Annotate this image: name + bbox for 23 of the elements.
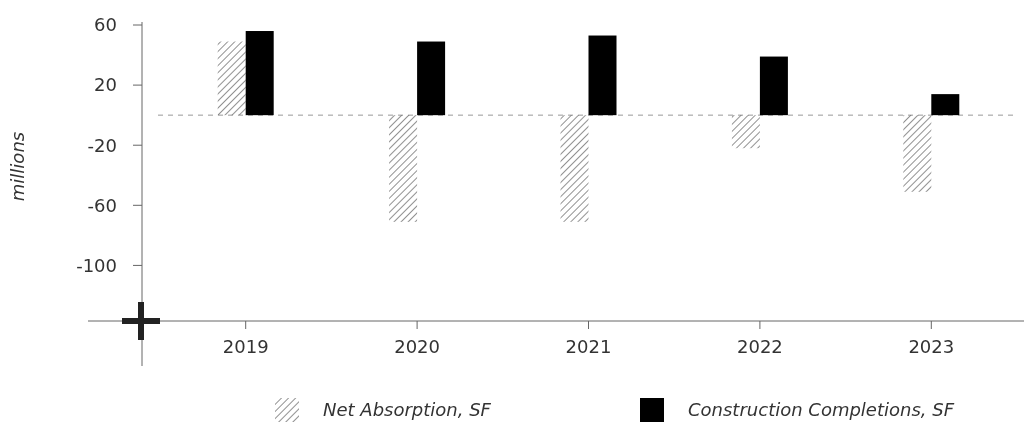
bar <box>903 115 932 192</box>
bar <box>560 115 589 222</box>
legend-label: Net Absorption, SF <box>323 399 492 421</box>
y-tick-label: 20 <box>94 74 117 96</box>
bar <box>389 115 418 222</box>
x-tick-label: 2023 <box>908 336 955 357</box>
bar <box>931 94 960 116</box>
bar <box>417 41 446 116</box>
bar <box>245 31 274 116</box>
x-tick-label: 2021 <box>565 336 612 357</box>
y-tick-label: -20 <box>87 134 117 156</box>
y-tick-label: 60 <box>94 14 117 36</box>
bar <box>759 56 788 116</box>
y-tick-label: -100 <box>76 254 117 276</box>
bar <box>588 35 617 116</box>
bar <box>731 115 760 149</box>
x-tick-label: 2022 <box>736 336 783 357</box>
y-axis-title: millions <box>7 131 28 202</box>
legend-label: Construction Completions, SF <box>688 399 955 421</box>
x-tick-label: 2020 <box>394 336 441 357</box>
x-tick-label: 2019 <box>222 336 269 357</box>
y-tick-label: -60 <box>87 194 117 216</box>
bar <box>217 41 246 116</box>
